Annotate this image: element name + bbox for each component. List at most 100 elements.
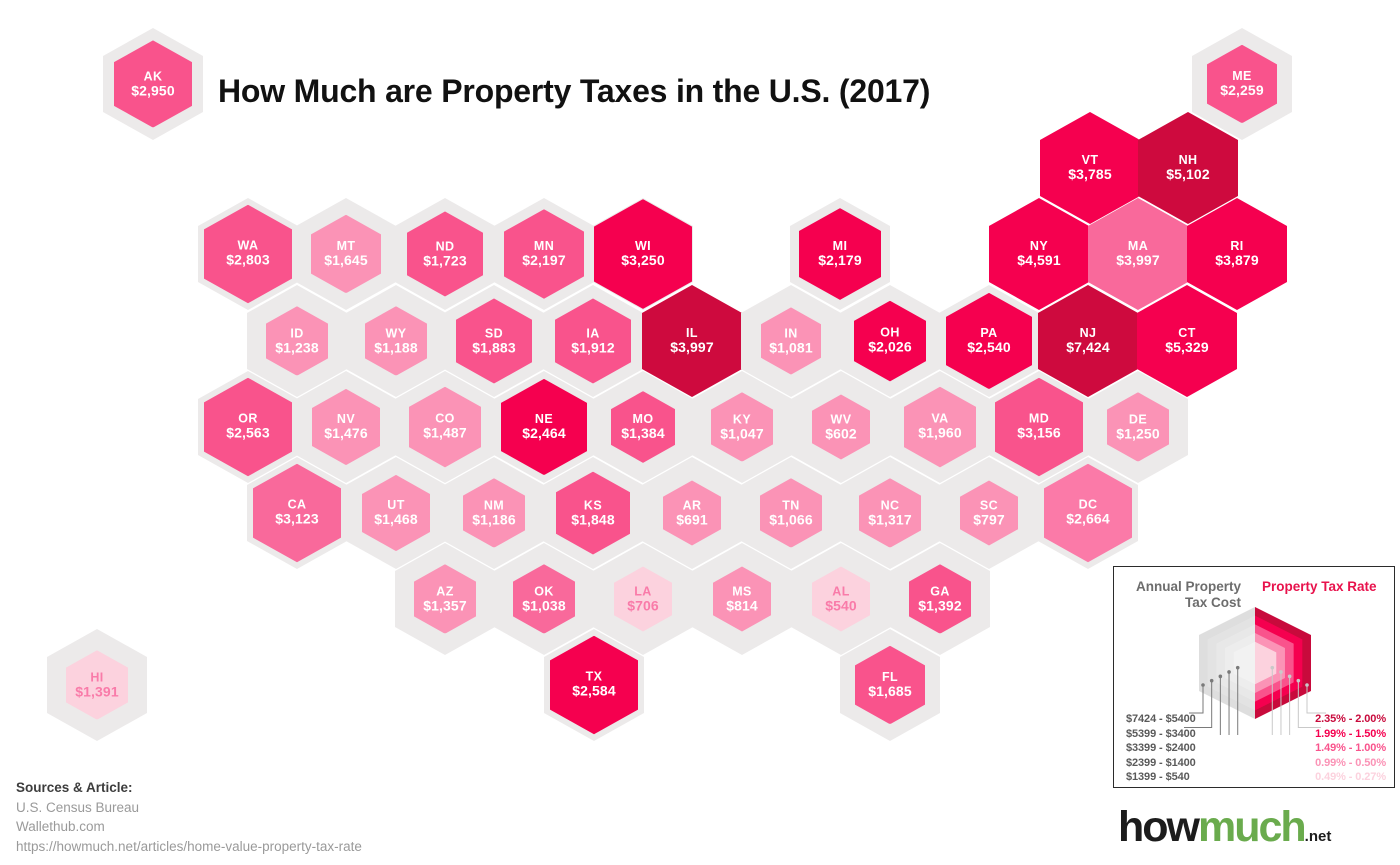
legend-cost-range: $5399 - $3400 [1126,727,1196,740]
hex-state-ma[interactable]: MA $3,997 [1088,198,1188,310]
hex-state-md[interactable]: MD $3,156 [989,371,1089,483]
hex-state-wv[interactable]: WV $602 [791,371,891,483]
hex-state-la[interactable]: LA $706 [593,543,693,655]
hex-state-de[interactable]: DE $1,250 [1088,371,1188,483]
hex-state-vt[interactable]: VT $3,785 [1040,112,1140,224]
hex-state-nc[interactable]: NC $1,317 [840,457,940,569]
hex-fill-co: CO $1,487 [409,386,481,468]
legend-rows: $7424 - $5400 2.35% - 2.00% $5399 - $3400 1… [1114,713,1396,786]
hex-fill-fl: FL $1,685 [855,645,925,725]
legend-leader-line [1297,680,1321,728]
state-value: $1,392 [918,597,962,614]
state-abbr: AL [832,584,850,599]
hex-state-nj[interactable]: NJ $7,424 [1038,285,1138,397]
hex-state-ca[interactable]: CA $3,123 [247,457,347,569]
hex-state-or[interactable]: OR $2,563 [198,371,298,483]
hex-state-co[interactable]: CO $1,487 [395,371,495,483]
hex-state-mi[interactable]: MI $2,179 [790,198,890,310]
state-value: $2,259 [1220,82,1264,99]
state-abbr: VA [931,412,949,427]
hex-state-ok[interactable]: OK $1,038 [494,543,594,655]
state-value: $691 [676,511,708,528]
state-abbr: MI [832,239,848,254]
hex-state-in[interactable]: IN $1,081 [741,285,841,397]
hex-state-nm[interactable]: NM $1,186 [444,457,544,569]
hex-state-mt[interactable]: MT $1,645 [296,198,396,310]
legend-rate-range: 0.99% - 0.50% [1315,756,1386,769]
state-abbr: NV [336,412,356,427]
logo-how-text: how [1118,803,1200,851]
state-value: $2,664 [1066,511,1110,528]
hex-state-ct[interactable]: CT $5,329 [1137,285,1237,397]
hex-state-va[interactable]: VA $1,960 [890,371,990,483]
hex-state-nv[interactable]: NV $1,476 [296,371,396,483]
hex-state-ky[interactable]: KY $1,047 [692,371,792,483]
hex-state-al[interactable]: AL $540 [791,543,891,655]
sources-label: Sources & Article: [16,780,133,795]
howmuch-logo[interactable]: howmuch.net [1118,806,1331,849]
hex-state-hi[interactable]: HI $1,391 [47,629,147,741]
state-value: $2,563 [226,425,270,442]
state-value: $1,476 [324,425,368,442]
hex-state-il[interactable]: IL $3,997 [642,285,742,397]
state-value: $1,960 [918,425,962,442]
state-value: $1,047 [720,425,764,442]
legend-leader-dot [1218,674,1223,679]
state-value: $2,197 [522,252,566,269]
source-line-2: Wallethub.com [16,819,105,835]
state-value: $1,038 [522,597,566,614]
hex-state-dc[interactable]: DC $2,664 [1038,457,1138,569]
state-value: $1,848 [571,511,615,528]
state-abbr: ID [290,326,304,341]
hex-state-tx[interactable]: TX $2,584 [544,629,644,741]
hex-state-me[interactable]: ME $2,259 [1192,28,1292,140]
state-value: $3,879 [1215,252,1259,269]
hex-state-ak[interactable]: AK $2,950 [103,28,203,140]
hex-state-wy[interactable]: WY $1,188 [346,285,446,397]
hex-state-nd[interactable]: ND $1,723 [395,198,495,310]
legend-rate-range: 1.49% - 1.00% [1315,742,1386,754]
state-value: $3,123 [275,511,319,528]
hex-state-mo[interactable]: MO $1,384 [593,371,693,483]
hex-state-pa[interactable]: PA $2,540 [939,285,1039,397]
hex-state-wi[interactable]: WI $3,250 [593,198,693,310]
hex-fill-il: IL $3,997 [642,285,742,397]
hex-state-sd[interactable]: SD $1,883 [444,285,544,397]
hex-state-ri[interactable]: RI $3,879 [1187,198,1287,310]
state-abbr: KS [583,498,603,513]
legend-leader-line [1189,685,1204,714]
hex-state-ms[interactable]: MS $814 [692,543,792,655]
page-title: How Much are Property Taxes in the U.S. … [218,73,931,110]
state-abbr: HI [90,670,104,685]
legend-row: $2399 - $1400 0.99% - 0.50% [1114,757,1396,772]
legend-rate-range: 0.49% - 0.27% [1315,771,1386,783]
hex-state-tn[interactable]: TN $1,066 [741,457,841,569]
hex-state-ut[interactable]: UT $1,468 [346,457,446,569]
state-abbr: ME [1232,69,1252,84]
source-url[interactable]: https://howmuch.net/articles/home-value-… [16,838,362,854]
hex-state-mn[interactable]: MN $2,197 [494,198,594,310]
state-value: $5,329 [1165,339,1209,356]
hex-state-ga[interactable]: GA $1,392 [890,543,990,655]
state-value: $1,066 [769,511,813,528]
hex-state-ar[interactable]: AR $691 [642,457,742,569]
hex-state-ia[interactable]: IA $1,912 [543,285,643,397]
state-abbr: AR [682,498,702,513]
hex-state-sc[interactable]: SC $797 [939,457,1039,569]
hex-state-nh[interactable]: NH $5,102 [1138,112,1238,224]
state-value: $1,081 [769,339,813,356]
state-abbr: TN [782,498,800,513]
hex-state-ny[interactable]: NY $4,591 [989,198,1089,310]
hex-fill-ia: IA $1,912 [555,298,631,384]
state-abbr: NY [1029,239,1049,254]
source-line-1: U.S. Census Bureau [16,799,140,815]
hex-state-wa[interactable]: WA $2,803 [198,198,298,310]
state-value: $1,487 [423,425,467,442]
state-abbr: IL [686,326,698,341]
hex-state-oh[interactable]: OH $2,026 [840,285,940,397]
hex-state-az[interactable]: AZ $1,357 [395,543,495,655]
hex-state-id[interactable]: ID $1,238 [247,285,347,397]
hex-state-fl[interactable]: FL $1,685 [840,629,940,741]
hex-state-ks[interactable]: KS $1,848 [543,457,643,569]
hex-state-ne[interactable]: NE $2,464 [494,371,594,483]
